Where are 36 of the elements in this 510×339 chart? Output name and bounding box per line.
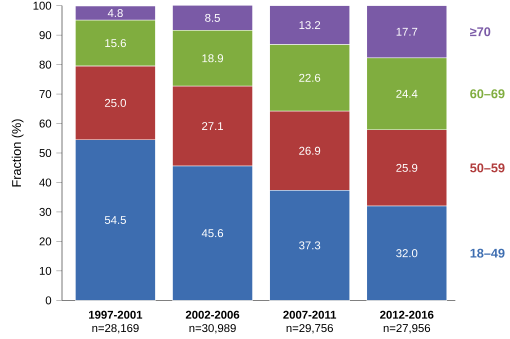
y-tick-label: 70 (40, 90, 52, 98)
y-tick-label: 90 (40, 31, 52, 40)
data-label: 54.5 (104, 216, 126, 224)
y-tick-label: 100 (34, 2, 52, 10)
y-tick-label: 40 (39, 178, 52, 186)
series-label: ≥70 (470, 27, 490, 36)
data-label: 8.5 (205, 14, 220, 22)
data-label: 4.8 (108, 9, 123, 18)
data-label: 18.9 (202, 54, 224, 62)
y-tick-label: 60 (40, 120, 52, 128)
series-label: 60–69 (470, 89, 505, 98)
y-axis-title: Fraction (%) (12, 119, 24, 186)
data-label: 24.4 (396, 90, 418, 98)
y-tick-label: 0 (46, 296, 52, 304)
x-tick-label: 2012-2016 n=27,956 (380, 310, 434, 334)
series-label: 50–59 (470, 163, 505, 172)
x-tick-label: 1997-2001 n=28,169 (89, 310, 142, 334)
data-label: 15.6 (105, 39, 126, 48)
x-tick-label: 2007-2011 n=29,756 (283, 310, 336, 334)
y-tick-label: 80 (39, 60, 52, 69)
y-tick-label: 50 (39, 148, 52, 158)
data-label: 13.2 (299, 21, 320, 30)
series-label: 18–49 (470, 248, 505, 258)
x-tick-label: 2002-2006 n=30,989 (186, 310, 240, 334)
data-label: 32.0 (396, 249, 418, 258)
y-tick-label: 10 (40, 266, 52, 275)
data-label: 45.6 (202, 229, 224, 238)
data-label: 37.3 (299, 241, 320, 250)
data-label: 27.1 (202, 122, 224, 130)
data-label: 25.9 (396, 164, 418, 172)
y-tick-label: 30 (39, 208, 52, 216)
data-label: 22.6 (299, 74, 320, 82)
data-label: 25.0 (104, 98, 126, 107)
data-label: 17.7 (396, 28, 418, 36)
y-tick-label: 20 (40, 237, 52, 246)
data-label: 26.9 (299, 146, 320, 155)
